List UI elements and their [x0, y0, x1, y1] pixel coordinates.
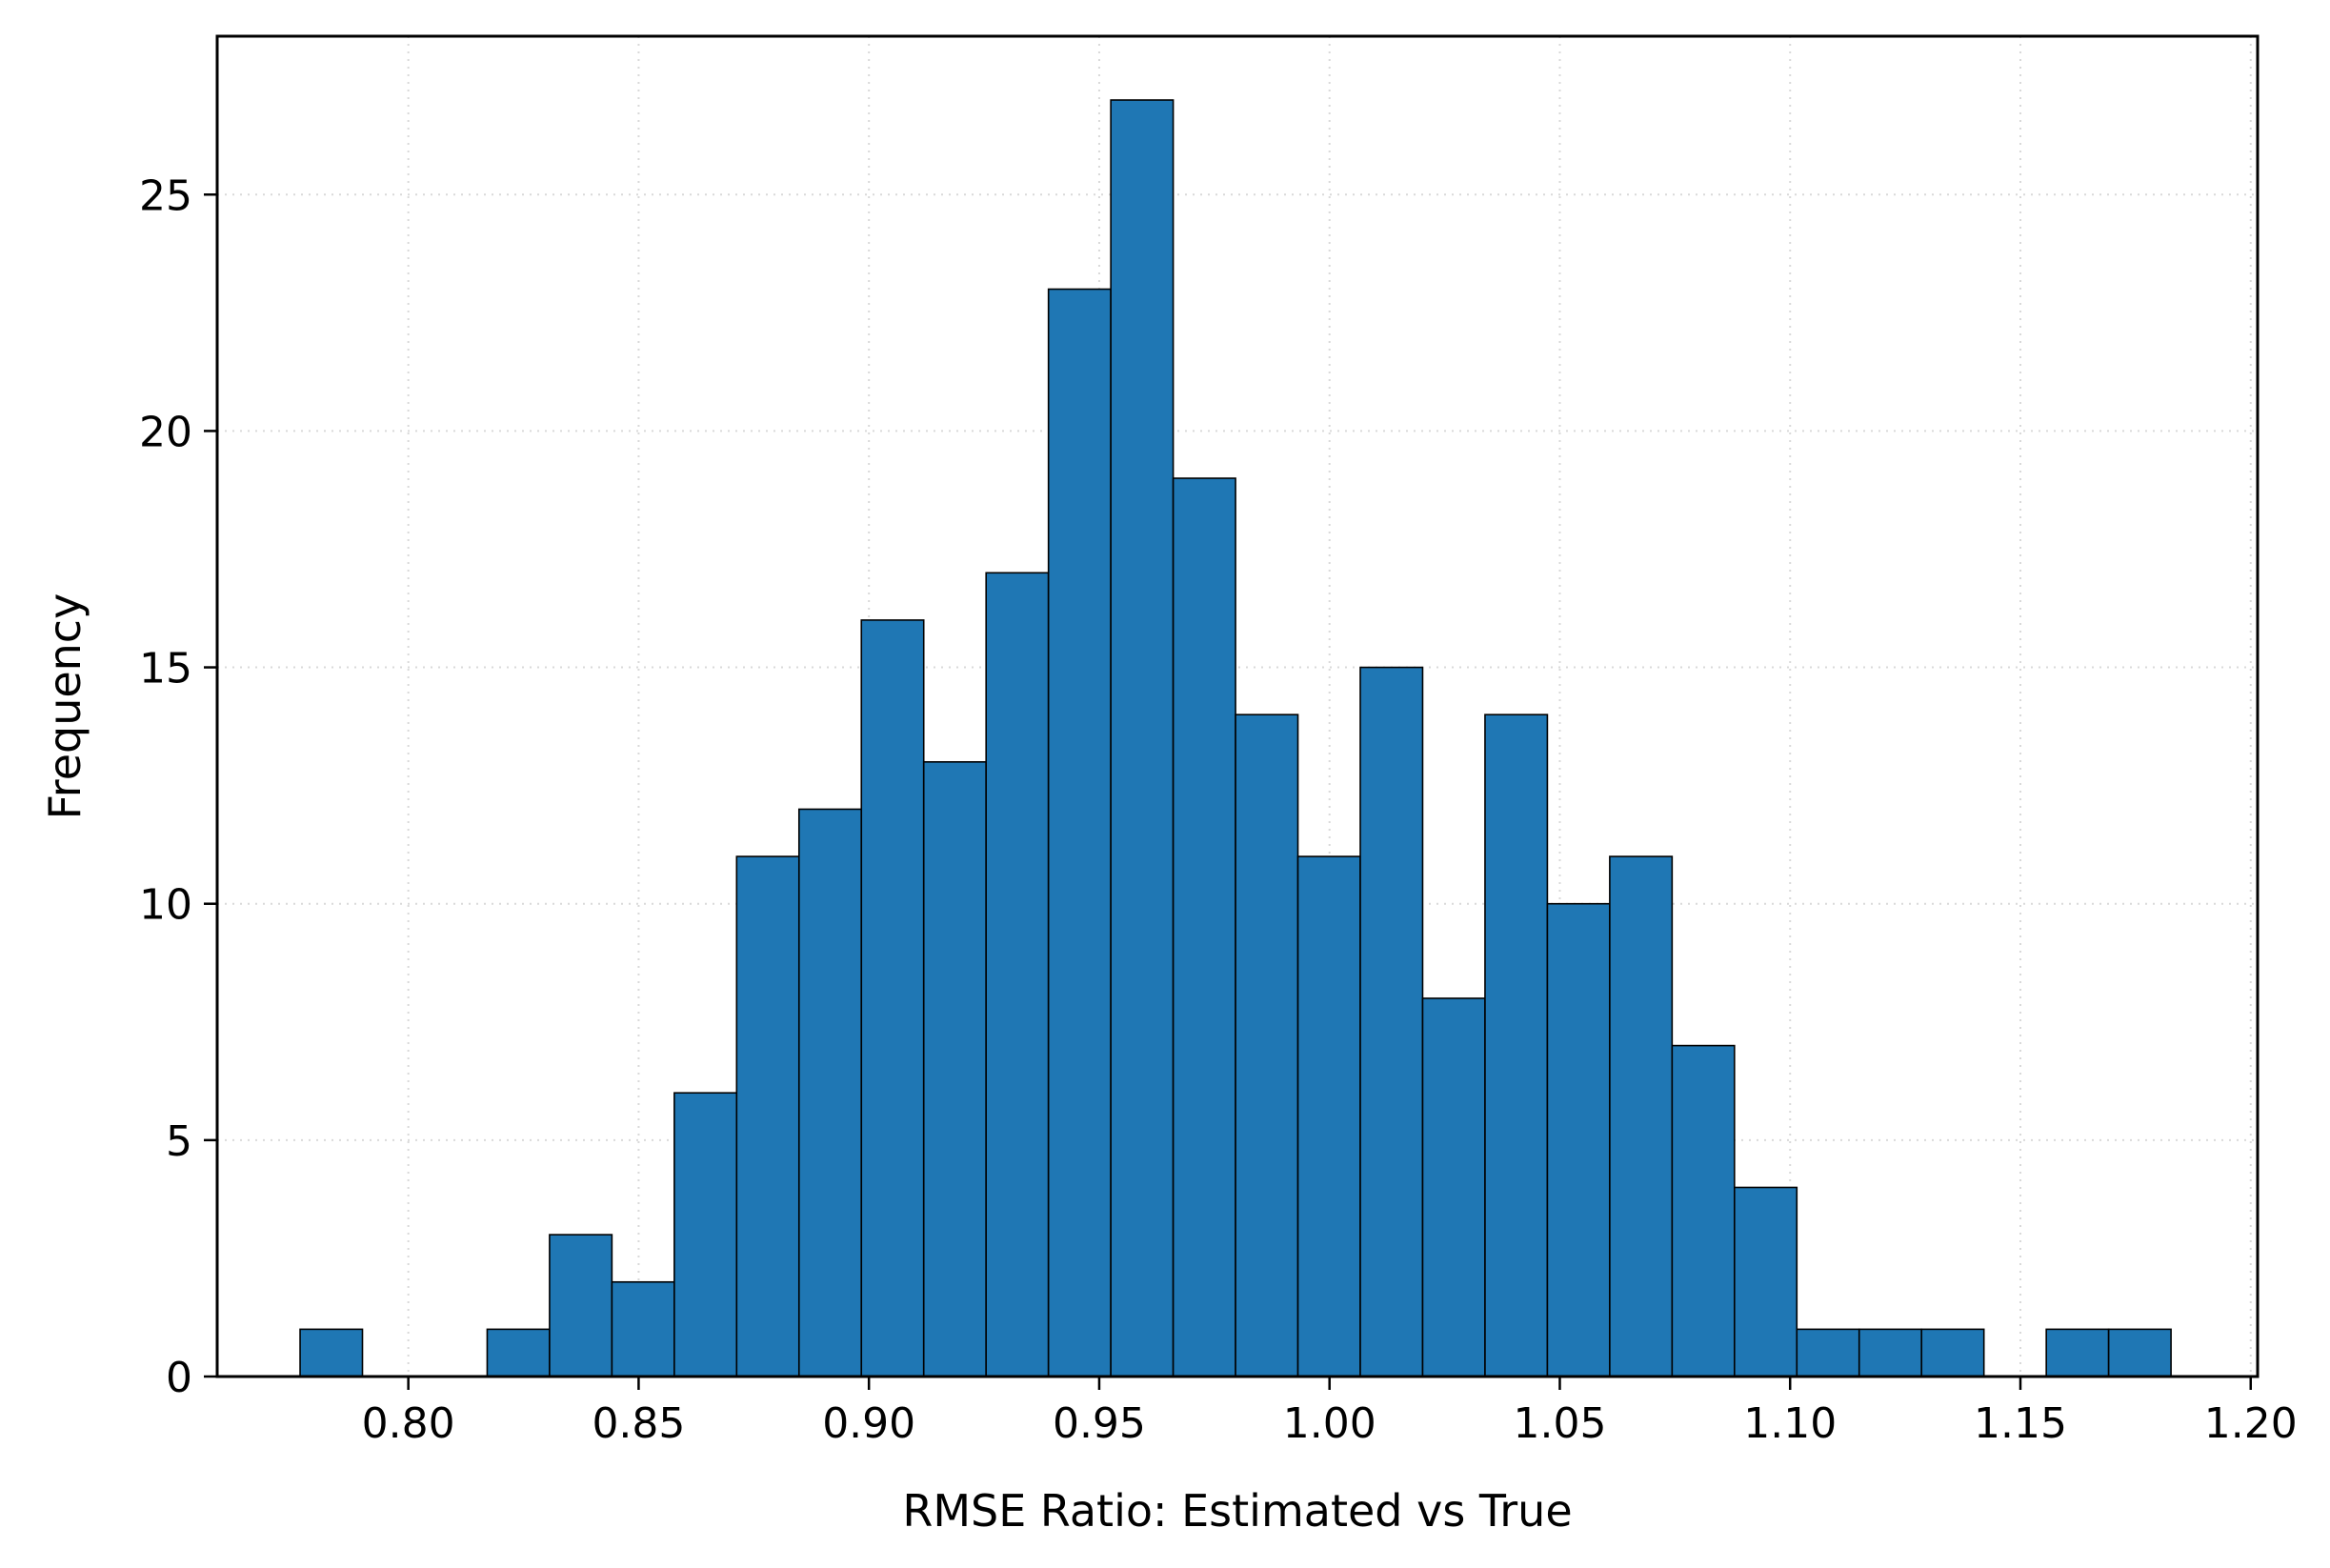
histogram-bar [985, 572, 1050, 1377]
x-tick-label: 1.10 [1743, 1399, 1837, 1448]
x-axis-ticks: 0.80 0.85 0.90 0.95 1.00 1.05 1.10 1.15 1.20 [362, 1377, 2298, 1448]
histogram-bar [1359, 666, 1424, 1377]
x-tick-label: 1.05 [1513, 1399, 1606, 1448]
histogram-bar [1734, 1186, 1798, 1377]
plot-frame [215, 34, 2260, 1378]
histogram-bar [673, 1092, 738, 1377]
histogram-bar [1858, 1328, 1923, 1377]
x-tick-label: 0.90 [822, 1399, 915, 1448]
histogram-bar [1110, 99, 1175, 1377]
x-tick-label: 0.80 [362, 1399, 455, 1448]
histogram-bar [860, 619, 925, 1377]
y-axis-ticks: 0 5 10 15 20 25 [139, 171, 217, 1402]
x-tick-label: 0.95 [1053, 1399, 1146, 1448]
histogram-bar [549, 1234, 613, 1377]
y-tick-label: 5 [166, 1117, 192, 1166]
histogram-bar [486, 1328, 551, 1377]
x-tick-label: 1.15 [1974, 1399, 2067, 1448]
histogram-bar [1047, 288, 1112, 1377]
histogram-bar [1235, 714, 1299, 1377]
x-tick-label: 1.00 [1283, 1399, 1376, 1448]
y-tick-label: 15 [139, 645, 192, 694]
y-tick-label: 0 [166, 1354, 192, 1402]
histogram-bar [1671, 1044, 1736, 1377]
x-tick-label: 1.20 [2204, 1399, 2298, 1448]
histogram-bar [611, 1280, 675, 1377]
histogram-bar [1546, 902, 1611, 1377]
histogram-bar [735, 855, 800, 1377]
y-tick-label: 20 [139, 408, 192, 456]
histogram-bar [2107, 1328, 2172, 1377]
histogram-bar [2045, 1328, 2110, 1377]
histogram-bar [1609, 855, 1674, 1377]
y-axis-title: Frequency [39, 593, 90, 820]
histogram-bar [1421, 997, 1486, 1377]
histogram-bar [1296, 855, 1361, 1377]
histogram-bar [797, 808, 863, 1377]
histogram-bar [922, 761, 987, 1377]
histogram-bar [1796, 1328, 1860, 1377]
x-tick-label: 0.85 [592, 1399, 685, 1448]
y-tick-label: 25 [139, 171, 192, 220]
histogram-bar [1920, 1328, 1985, 1377]
histogram-bar [1172, 477, 1236, 1377]
y-tick-label: 10 [139, 881, 192, 930]
histogram-bars [299, 99, 2172, 1377]
x-axis-title: RMSE Ratio: Estimated vs True [902, 1485, 1572, 1537]
histogram-bar [299, 1328, 364, 1377]
histogram-bar [1484, 714, 1549, 1377]
